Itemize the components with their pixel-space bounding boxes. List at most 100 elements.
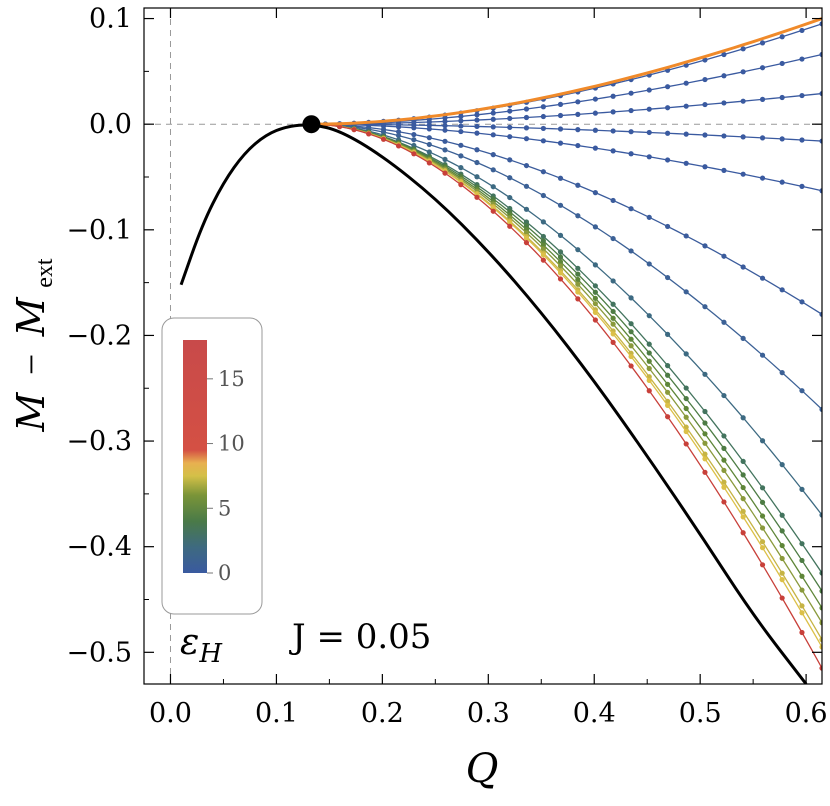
y-tick-label: −0.5 bbox=[66, 637, 132, 668]
y-axis-title-subscript: ext bbox=[32, 258, 58, 288]
series-8-point bbox=[540, 233, 546, 240]
series-1-point bbox=[740, 69, 746, 75]
series-2-point bbox=[442, 118, 448, 125]
series-2-point bbox=[702, 101, 708, 108]
series-7-point bbox=[592, 262, 598, 268]
series-5 bbox=[308, 121, 822, 317]
series-10-point bbox=[540, 242, 546, 248]
series-6-point bbox=[721, 319, 727, 325]
series-0-point bbox=[779, 34, 785, 40]
y-axis-title: M − M ext bbox=[9, 258, 58, 432]
series-3-point bbox=[474, 123, 480, 130]
series-10-point bbox=[779, 542, 785, 549]
series-4-point bbox=[683, 160, 689, 166]
series-5-point bbox=[458, 142, 464, 148]
series-11-point bbox=[575, 281, 581, 287]
series-14-point bbox=[442, 170, 448, 176]
series-13-point bbox=[740, 514, 746, 520]
series-3-point bbox=[759, 135, 766, 141]
series-8-point bbox=[799, 541, 805, 547]
series-7-point bbox=[458, 165, 464, 171]
series-11-line bbox=[311, 123, 822, 624]
series-9-point bbox=[628, 329, 634, 335]
series-7-point bbox=[702, 371, 708, 377]
x-tick-label: 0.6 bbox=[785, 698, 828, 729]
series-8-point bbox=[683, 385, 689, 391]
series-1-point bbox=[759, 65, 766, 71]
series-1-point bbox=[557, 101, 564, 107]
colorbar: 0 5 10 15 bbox=[161, 317, 263, 615]
series-1-point bbox=[628, 90, 634, 96]
series-12-point bbox=[779, 570, 785, 576]
series-13-point bbox=[799, 610, 805, 616]
series-4-point bbox=[740, 171, 746, 177]
series-4-point bbox=[540, 138, 546, 144]
series-14-point bbox=[721, 499, 727, 505]
x-tick-label: 0.0 bbox=[149, 698, 192, 729]
series-12 bbox=[308, 121, 822, 643]
colorbar-frame bbox=[161, 317, 263, 615]
series-9-point bbox=[740, 472, 746, 478]
series-8-point bbox=[721, 433, 727, 439]
series-4-point bbox=[665, 157, 671, 163]
series-1-point bbox=[799, 56, 805, 62]
series-2-point bbox=[683, 103, 689, 109]
series-9-point bbox=[575, 271, 581, 277]
series-2-point bbox=[665, 105, 671, 111]
series-8-point bbox=[702, 408, 708, 415]
series-4-point bbox=[799, 183, 805, 189]
series-13 bbox=[308, 121, 822, 650]
series-3-point bbox=[523, 125, 530, 131]
series-7-point bbox=[819, 512, 822, 518]
series-8 bbox=[308, 121, 822, 576]
series-0-point bbox=[759, 40, 766, 46]
series-2-point bbox=[507, 115, 513, 122]
series-3-point bbox=[665, 130, 671, 136]
y-tick-label: −0.4 bbox=[66, 532, 132, 563]
series-14-point bbox=[610, 339, 616, 345]
series-14-point bbox=[683, 441, 689, 447]
series-9-point bbox=[779, 528, 785, 534]
series-6-point bbox=[610, 235, 616, 242]
series-14-point bbox=[557, 276, 564, 282]
series-1-point bbox=[646, 87, 652, 93]
series-8-point bbox=[523, 219, 530, 225]
series-6-point bbox=[819, 406, 822, 412]
series-5-point bbox=[507, 157, 513, 163]
colorbar-ticks: 0 5 10 15 bbox=[207, 367, 245, 585]
series-1-point bbox=[540, 104, 546, 110]
series-10-point bbox=[592, 295, 598, 301]
series-2-point bbox=[490, 116, 496, 122]
series-5-point bbox=[426, 135, 432, 141]
series-1-point bbox=[507, 108, 513, 114]
series-0-line bbox=[311, 23, 822, 125]
series-1-point bbox=[575, 99, 581, 105]
series-7-point bbox=[540, 219, 546, 225]
series-9-point bbox=[799, 557, 805, 564]
series-14-point bbox=[646, 388, 652, 394]
series-4-point bbox=[610, 148, 616, 154]
series-7-point bbox=[759, 438, 766, 444]
series-13-point bbox=[575, 289, 581, 295]
extremal-point-marker bbox=[302, 115, 321, 134]
series-11-point bbox=[683, 414, 689, 420]
series-2-point bbox=[819, 90, 822, 97]
series-4-point bbox=[507, 134, 513, 140]
series-11-point bbox=[523, 230, 530, 236]
series-10-point bbox=[721, 457, 727, 463]
series-5-point bbox=[740, 264, 746, 270]
series-14-point bbox=[702, 469, 708, 475]
series-11-point bbox=[610, 321, 616, 327]
series-5-point bbox=[721, 253, 727, 259]
series-1-point bbox=[523, 106, 530, 112]
series-2-point bbox=[557, 112, 564, 119]
series-4-point bbox=[779, 179, 785, 185]
series-3-point bbox=[442, 123, 448, 129]
series-8-point bbox=[628, 321, 634, 327]
series-8-point bbox=[740, 458, 746, 464]
series-11-point bbox=[759, 525, 766, 531]
series-3-point bbox=[610, 128, 616, 134]
series-14-point bbox=[366, 131, 372, 137]
series-8-point bbox=[610, 301, 616, 307]
series-10-point bbox=[799, 573, 805, 579]
